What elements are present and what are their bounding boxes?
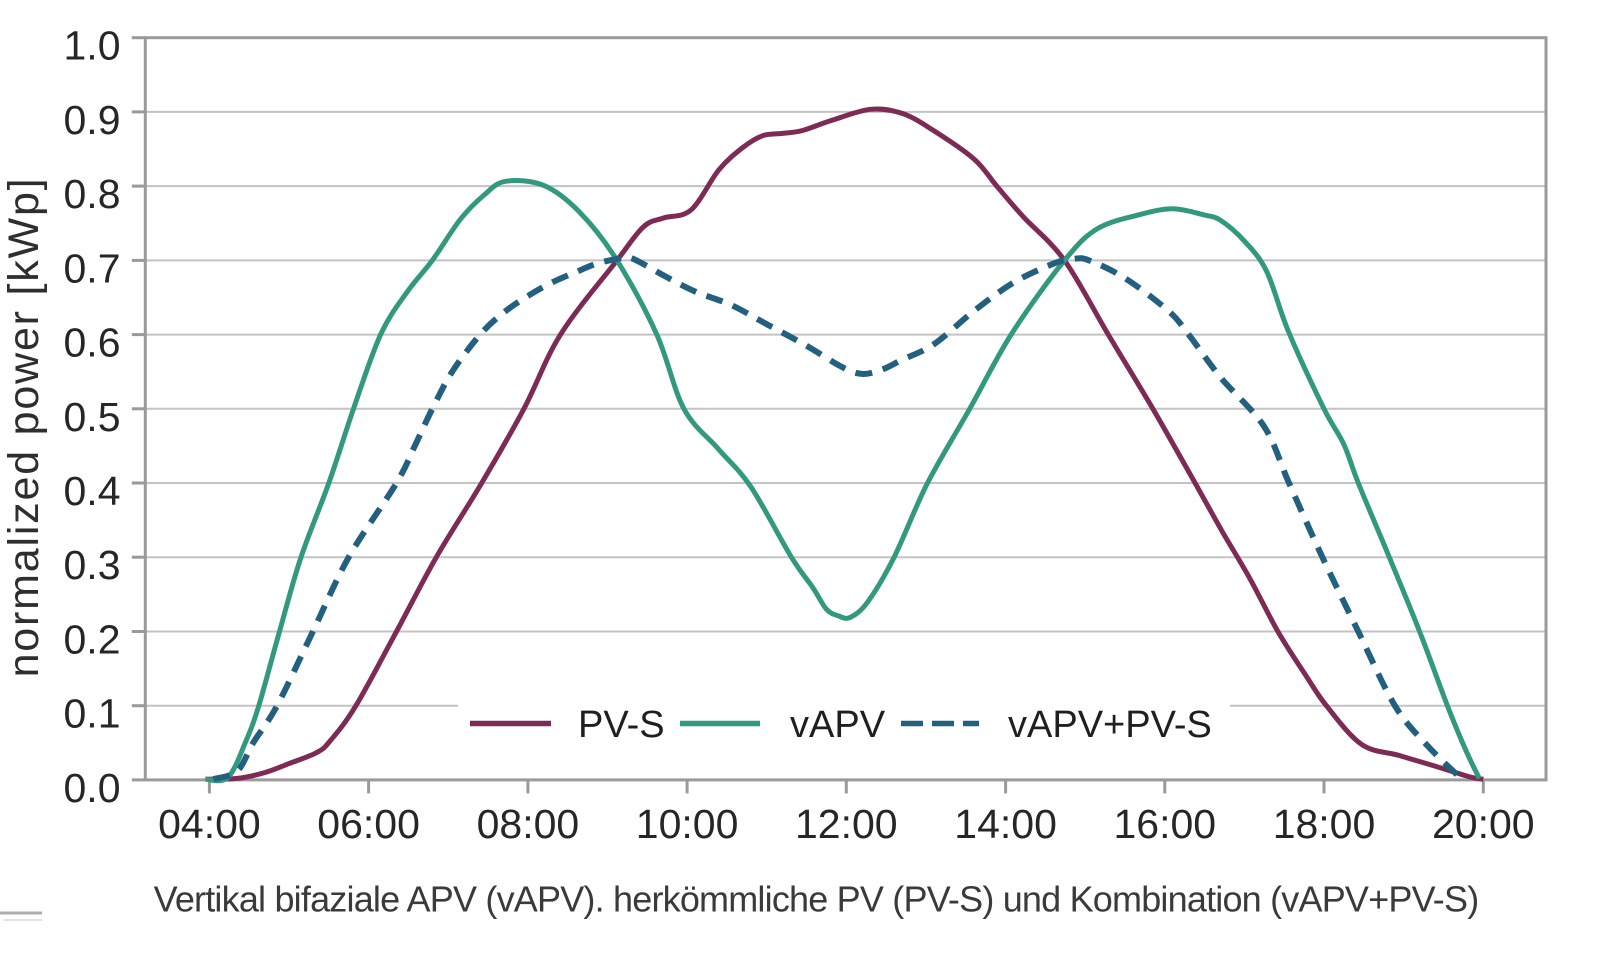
svg-text:Vertikal bifaziale APV (vAPV).: Vertikal bifaziale APV (vAPV). herkömmli… bbox=[154, 879, 1479, 920]
svg-text:0.8: 0.8 bbox=[64, 171, 121, 217]
svg-text:0.2: 0.2 bbox=[64, 617, 121, 663]
svg-text:0.4: 0.4 bbox=[64, 468, 121, 514]
svg-text:1.0: 1.0 bbox=[64, 23, 121, 69]
svg-text:04:00: 04:00 bbox=[158, 801, 261, 847]
svg-text:14:00: 14:00 bbox=[954, 801, 1057, 847]
svg-text:PV-S: PV-S bbox=[578, 704, 665, 746]
svg-text:0.1: 0.1 bbox=[64, 691, 121, 737]
svg-text:0.9: 0.9 bbox=[64, 97, 121, 143]
svg-text:vAPV+PV-S: vAPV+PV-S bbox=[1008, 704, 1212, 746]
svg-text:18:00: 18:00 bbox=[1273, 801, 1376, 847]
svg-text:06:00: 06:00 bbox=[317, 801, 420, 847]
svg-text:normalized power [kWp]: normalized power [kWp] bbox=[0, 177, 48, 678]
svg-text:20:00: 20:00 bbox=[1432, 801, 1535, 847]
svg-text:0.3: 0.3 bbox=[64, 542, 121, 588]
svg-text:10:00: 10:00 bbox=[636, 801, 739, 847]
svg-text:12:00: 12:00 bbox=[795, 801, 898, 847]
svg-text:0.6: 0.6 bbox=[64, 320, 121, 366]
svg-text:0.5: 0.5 bbox=[64, 394, 121, 440]
svg-text:0.0: 0.0 bbox=[64, 765, 121, 811]
svg-text:vAPV: vAPV bbox=[790, 704, 886, 746]
svg-text:16:00: 16:00 bbox=[1113, 801, 1216, 847]
svg-text:0.7: 0.7 bbox=[64, 245, 121, 291]
svg-text:08:00: 08:00 bbox=[477, 801, 580, 847]
